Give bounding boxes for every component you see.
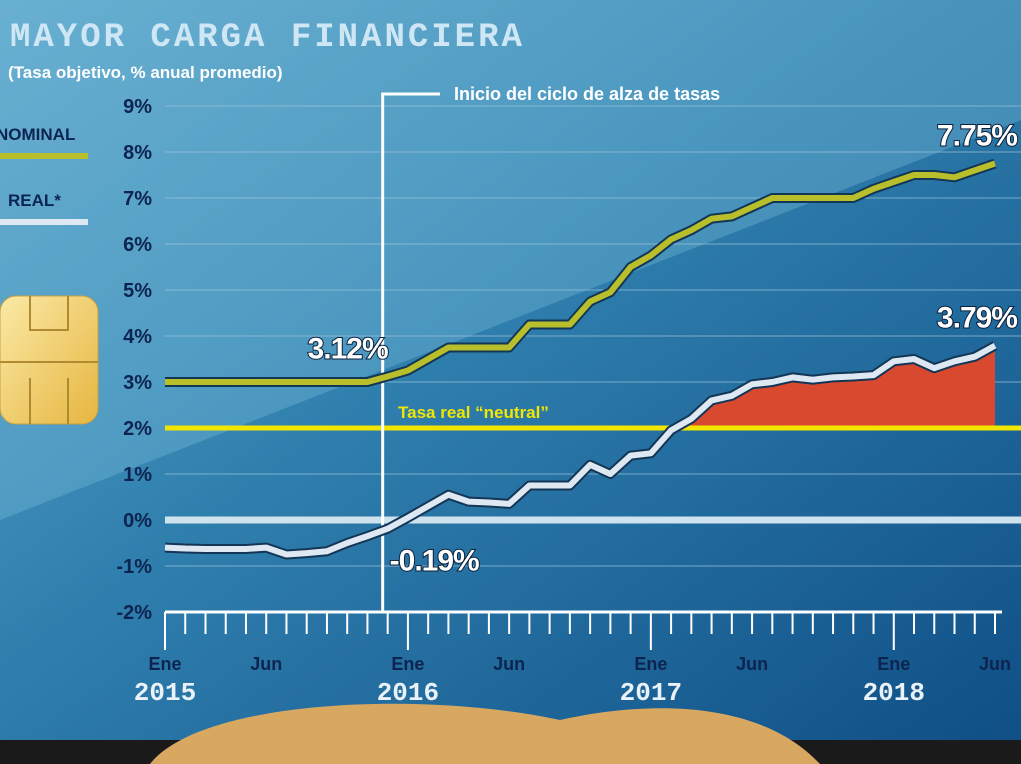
year-label: 2017 [620,678,682,708]
year-label: 2015 [134,678,196,708]
y-tick-label: 1% [123,464,152,486]
y-tick-label: 5% [123,280,152,302]
value-label: 3.79% [937,302,1017,335]
year-label: 2018 [863,678,925,708]
year-label: 2016 [377,678,439,708]
y-tick-label: -1% [116,556,152,578]
neutral-label: Tasa real “neutral” [398,403,549,422]
series-line [165,160,996,385]
chip-lines [0,296,98,424]
x-tick-label: Jun [250,654,282,674]
card-shine [0,0,1021,520]
x-tick-label: Ene [148,654,181,674]
excess-area [675,345,995,428]
x-tick-label: Ene [634,654,667,674]
y-tick-label: 8% [123,142,152,164]
y-tick-label: 2% [123,418,152,440]
event-label: Inicio del ciclo de alza de tasas [454,84,720,104]
legend-label: REAL* [8,191,61,210]
legend-label: NOMINAL [0,125,75,144]
card [0,0,1021,740]
x-tick-label: Ene [391,654,424,674]
y-tick-label: 3% [123,372,152,394]
x-tick-label: Jun [979,654,1011,674]
value-label: 7.75% [937,120,1017,153]
bread [150,703,820,764]
value-label: 3.12% [308,332,388,365]
x-tick-label: Jun [493,654,525,674]
plot: -2% -1% 0% 1% 2% 3% 4% 5% 6% 7% 8% 9% Ene Jun Ene Jun En… [0,84,1021,708]
y-tick-label: 6% [123,234,152,256]
card-chip [0,295,99,425]
y-tick-label: 4% [123,326,152,348]
chart-title: MAYOR CARGA FINANCIERA [10,19,525,57]
y-tick-label: 0% [123,510,152,532]
y-tick-label: 7% [123,188,152,210]
x-tick-label: Jun [736,654,768,674]
y-tick-label: 9% [123,96,152,118]
event-line [381,92,440,612]
chart-subtitle: (Tasa objetivo, % anual promedio) [8,63,283,82]
series-line [164,343,997,558]
value-label: -0.19% [390,545,479,578]
x-tick-label: Ene [877,654,910,674]
y-tick-label: -2% [116,602,152,624]
